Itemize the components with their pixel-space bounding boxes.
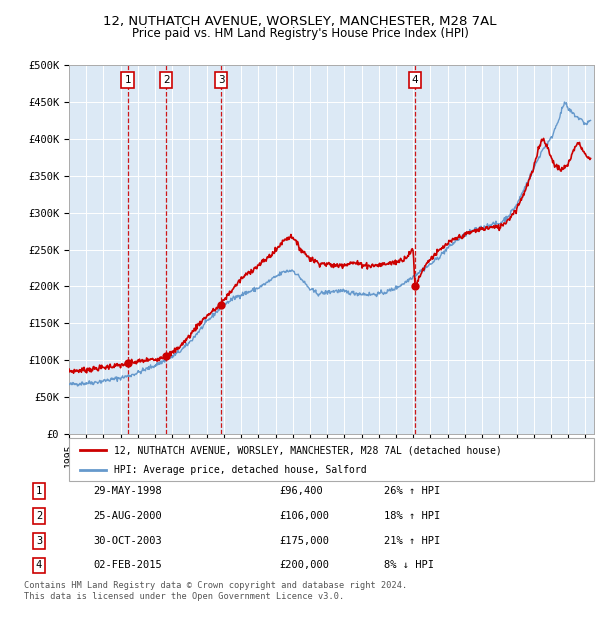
Text: Price paid vs. HM Land Registry's House Price Index (HPI): Price paid vs. HM Land Registry's House … bbox=[131, 27, 469, 40]
Text: 1: 1 bbox=[124, 75, 131, 85]
Text: Contains HM Land Registry data © Crown copyright and database right 2024.: Contains HM Land Registry data © Crown c… bbox=[24, 581, 407, 590]
Text: £96,400: £96,400 bbox=[279, 486, 323, 496]
Text: 3: 3 bbox=[36, 536, 42, 546]
Text: £175,000: £175,000 bbox=[279, 536, 329, 546]
Text: 1: 1 bbox=[36, 486, 42, 496]
Text: 29-MAY-1998: 29-MAY-1998 bbox=[93, 486, 162, 496]
FancyBboxPatch shape bbox=[69, 438, 594, 480]
Text: 30-OCT-2003: 30-OCT-2003 bbox=[93, 536, 162, 546]
Text: 8% ↓ HPI: 8% ↓ HPI bbox=[384, 560, 434, 570]
Text: 2: 2 bbox=[163, 75, 170, 85]
Text: 4: 4 bbox=[412, 75, 418, 85]
Text: 12, NUTHATCH AVENUE, WORSLEY, MANCHESTER, M28 7AL: 12, NUTHATCH AVENUE, WORSLEY, MANCHESTER… bbox=[103, 16, 497, 29]
Text: 02-FEB-2015: 02-FEB-2015 bbox=[93, 560, 162, 570]
Text: 12, NUTHATCH AVENUE, WORSLEY, MANCHESTER, M28 7AL (detached house): 12, NUTHATCH AVENUE, WORSLEY, MANCHESTER… bbox=[113, 445, 502, 455]
Text: This data is licensed under the Open Government Licence v3.0.: This data is licensed under the Open Gov… bbox=[24, 592, 344, 601]
Text: 26% ↑ HPI: 26% ↑ HPI bbox=[384, 486, 440, 496]
Text: £106,000: £106,000 bbox=[279, 511, 329, 521]
Text: 25-AUG-2000: 25-AUG-2000 bbox=[93, 511, 162, 521]
Text: HPI: Average price, detached house, Salford: HPI: Average price, detached house, Salf… bbox=[113, 465, 366, 475]
Text: £200,000: £200,000 bbox=[279, 560, 329, 570]
Text: 2: 2 bbox=[36, 511, 42, 521]
Text: 21% ↑ HPI: 21% ↑ HPI bbox=[384, 536, 440, 546]
Text: 3: 3 bbox=[218, 75, 224, 85]
Text: 4: 4 bbox=[36, 560, 42, 570]
Text: 18% ↑ HPI: 18% ↑ HPI bbox=[384, 511, 440, 521]
